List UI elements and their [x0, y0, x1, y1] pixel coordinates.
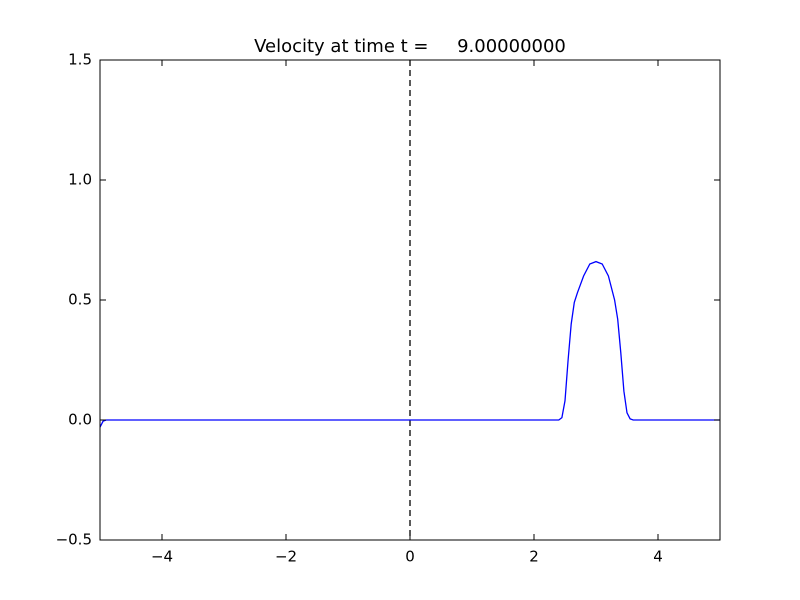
plot-frame	[99, 59, 721, 541]
x-tick-label: 4	[653, 548, 663, 566]
x-tick-label: −4	[151, 548, 173, 566]
chart-title: Velocity at time t = 9.00000000	[254, 36, 566, 57]
y-tick-label: 0.0	[68, 411, 92, 429]
y-tick-label: −0.5	[56, 531, 92, 549]
y-tick-label: 0.5	[68, 291, 92, 309]
line-series	[99, 260, 720, 428]
x-tick-label: 2	[529, 548, 539, 566]
x-tick-label: −2	[275, 548, 297, 566]
y-tick-label: 1.0	[68, 171, 92, 189]
y-tick-label: 1.5	[68, 51, 92, 69]
x-tick-label: 0	[405, 548, 415, 566]
